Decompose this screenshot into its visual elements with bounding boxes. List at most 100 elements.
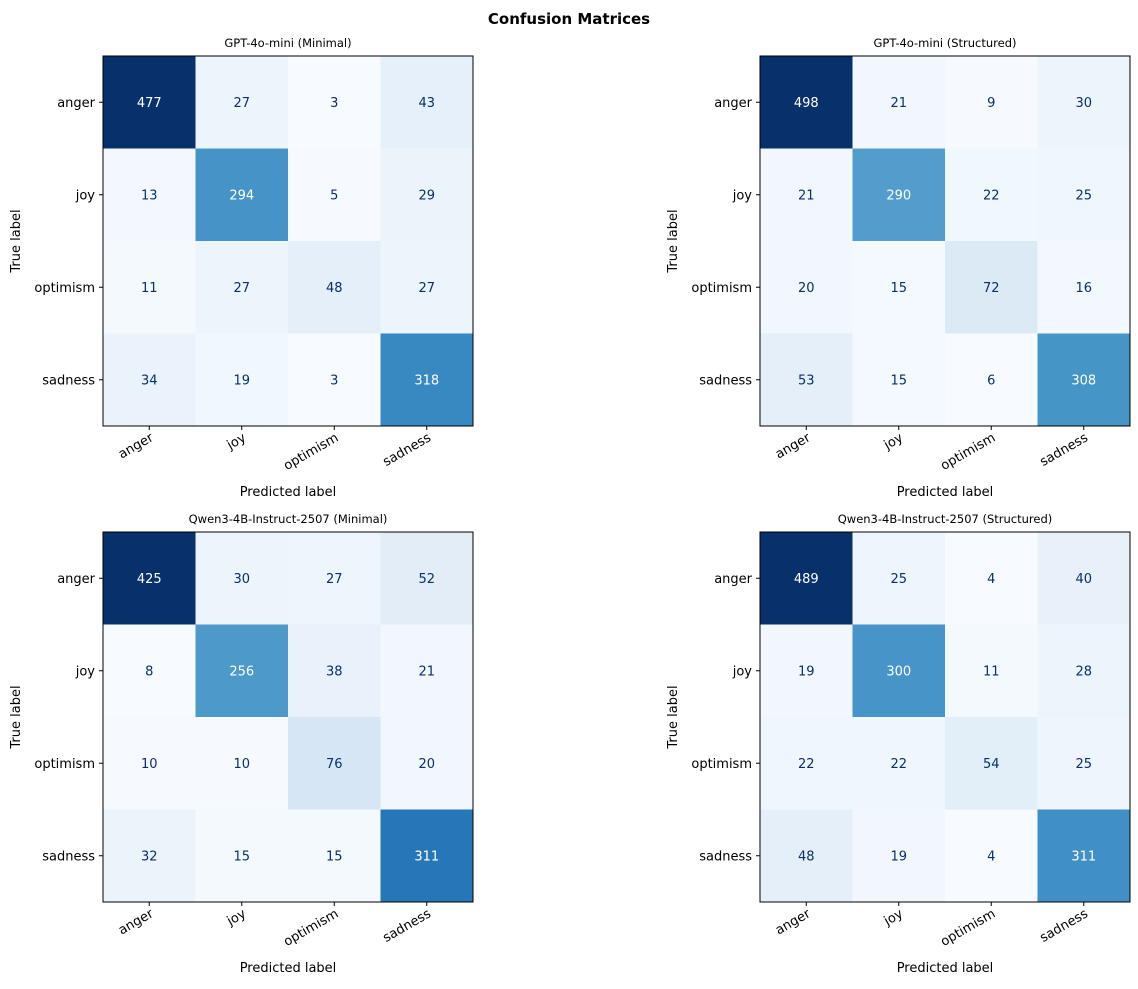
- heatmap-cell: [1037, 56, 1131, 149]
- x-axis-label: Predicted label: [240, 961, 337, 976]
- cell-value-label: 256: [229, 664, 254, 679]
- cell-value-label: 72: [983, 281, 1000, 296]
- y-tick-label: joy: [732, 664, 753, 679]
- y-axis-label: True label: [666, 209, 681, 273]
- y-tick-label: sadness: [699, 373, 752, 388]
- heatmap-cell: [945, 809, 1038, 903]
- heatmap-cell: [945, 333, 1038, 427]
- y-tick-label: sadness: [699, 849, 752, 864]
- heatmap-cell: [288, 148, 381, 242]
- heatmap-cell: [852, 333, 946, 427]
- cell-value-label: 76: [326, 757, 343, 772]
- cell-value-label: 20: [798, 281, 815, 296]
- heatmap-cell: [103, 333, 196, 427]
- panel-title: Qwen3-4B-Instruct-2507 (Structured): [838, 512, 1053, 526]
- cell-value-label: 15: [890, 281, 907, 296]
- y-tick-label: joy: [75, 188, 96, 203]
- x-tick-label: sadness: [1038, 906, 1091, 945]
- heatmap-cell: [945, 148, 1038, 242]
- cell-value-label: 300: [886, 664, 911, 679]
- cell-value-label: 32: [141, 849, 158, 864]
- x-axis-label: Predicted label: [240, 485, 337, 500]
- heatmap-cell: [195, 717, 289, 810]
- heatmap-cell: [852, 241, 946, 334]
- cell-value-label: 30: [233, 572, 250, 587]
- x-tick-label: sadness: [1038, 430, 1091, 469]
- cell-value-label: 48: [326, 281, 343, 296]
- cell-value-label: 28: [1075, 664, 1092, 679]
- confusion-matrix-panel-3: Qwen3-4B-Instruct-2507 (Minimal) 425 30 27 5…: [9, 512, 474, 976]
- cell-value-label: 19: [233, 373, 250, 388]
- heatmap-cell: [380, 148, 474, 242]
- cell-value-label: 21: [798, 188, 815, 203]
- heatmap-cell: [103, 717, 196, 810]
- axes-frame: [102, 55, 474, 427]
- heatmap-cell: [103, 624, 196, 718]
- heatmap-cell: [380, 624, 474, 718]
- heatmap-cell: [945, 56, 1038, 149]
- cell-value-label: 290: [886, 188, 911, 203]
- heatmap-cell: [1037, 809, 1131, 903]
- cell-value-label: 29: [418, 188, 435, 203]
- cell-value-label: 25: [1075, 757, 1092, 772]
- heatmap-cell: [195, 333, 289, 427]
- cell-value-label: 4: [987, 849, 995, 864]
- cell-value-label: 25: [1075, 188, 1092, 203]
- cell-value-label: 8: [145, 664, 153, 679]
- cell-value-label: 21: [418, 664, 435, 679]
- panel-title: Qwen3-4B-Instruct-2507 (Minimal): [189, 512, 388, 526]
- cell-value-label: 34: [141, 373, 158, 388]
- cell-value-label: 311: [1071, 849, 1096, 864]
- heatmap-cell: [380, 809, 474, 903]
- y-tick-label: optimism: [691, 757, 752, 772]
- cell-value-label: 6: [987, 373, 995, 388]
- heatmap-cell: [103, 148, 196, 242]
- x-axis-label: Predicted label: [897, 485, 994, 500]
- cell-value-label: 498: [794, 96, 819, 111]
- cell-value-label: 22: [983, 188, 1000, 203]
- x-tick-label: anger: [116, 430, 157, 462]
- cell-value-label: 11: [141, 281, 158, 296]
- cell-value-label: 489: [794, 572, 819, 587]
- cell-value-label: 10: [141, 757, 158, 772]
- heatmap-cell: [852, 624, 946, 718]
- cell-value-label: 425: [137, 572, 162, 587]
- y-tick-label: optimism: [34, 281, 95, 296]
- panel-title: GPT-4o-mini (Structured): [874, 36, 1017, 50]
- heatmap-cell: [288, 717, 381, 810]
- heatmap-cell: [103, 809, 196, 903]
- cell-value-label: 38: [326, 664, 343, 679]
- heatmap-cell: [760, 717, 853, 810]
- cell-value-label: 3: [330, 96, 338, 111]
- cell-value-label: 22: [890, 757, 907, 772]
- heatmap-cell: [1037, 148, 1131, 242]
- heatmap-cell: [1037, 717, 1131, 810]
- y-tick-label: joy: [75, 664, 96, 679]
- cell-value-label: 48: [798, 849, 815, 864]
- y-tick-label: anger: [57, 572, 95, 587]
- y-tick-label: sadness: [42, 849, 95, 864]
- cell-value-label: 3: [330, 373, 338, 388]
- heatmap-cell: [945, 717, 1038, 810]
- y-tick-label: sadness: [42, 373, 95, 388]
- axes-frame: [759, 531, 1131, 903]
- cell-value-label: 43: [418, 96, 435, 111]
- heatmap-cell: [760, 532, 853, 625]
- y-axis-label: True label: [666, 685, 681, 749]
- heatmap-cell: [380, 333, 474, 427]
- cell-value-label: 27: [233, 281, 250, 296]
- heatmap-cell: [760, 809, 853, 903]
- x-tick-label: joy: [224, 906, 249, 929]
- confusion-matrix-panel-4: Qwen3-4B-Instruct-2507 (Structured) 489 25…: [666, 512, 1131, 976]
- cell-value-label: 15: [890, 373, 907, 388]
- heatmap-cell: [760, 241, 853, 334]
- y-tick-label: joy: [732, 188, 753, 203]
- heatmap-cell: [103, 532, 196, 625]
- heatmap-cell: [288, 624, 381, 718]
- y-axis-label: True label: [9, 685, 24, 749]
- x-tick-label: anger: [773, 906, 814, 938]
- heatmap-cell: [1037, 624, 1131, 718]
- cell-value-label: 15: [233, 849, 250, 864]
